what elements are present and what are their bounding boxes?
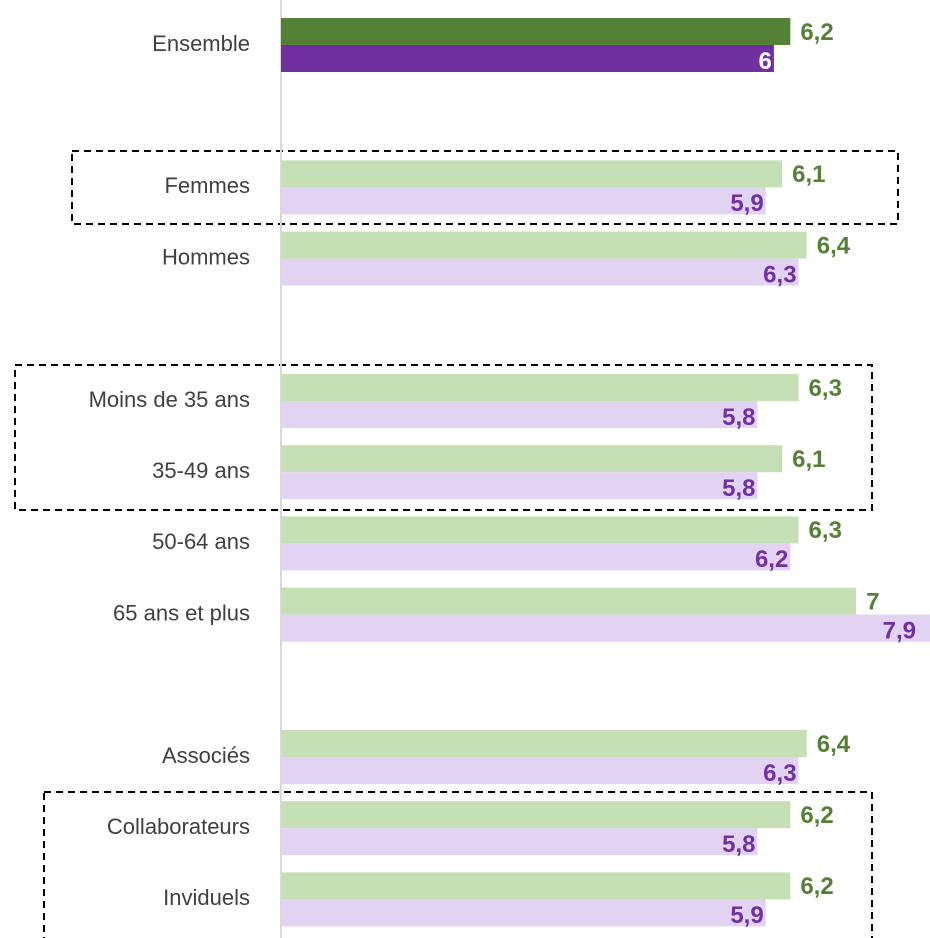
- category-label: Moins de 35 ans: [89, 387, 250, 412]
- bar: [281, 231, 807, 259]
- value-label: 5,9: [730, 190, 763, 217]
- value-label: 6: [759, 48, 772, 75]
- value-label: 6,2: [800, 873, 833, 900]
- value-label: 6,2: [800, 19, 833, 46]
- category-label: 50-64 ans: [152, 529, 250, 554]
- value-label: 6,4: [817, 731, 851, 758]
- value-label: 5,8: [722, 475, 755, 502]
- value-label: 6,1: [792, 446, 825, 473]
- bar: [281, 374, 799, 401]
- value-label: 6,2: [755, 546, 788, 573]
- group-box: [71, 150, 899, 225]
- category-label: Associés: [162, 743, 250, 768]
- category-label: Femmes: [164, 173, 250, 198]
- bar: [281, 187, 766, 215]
- bar: [281, 516, 799, 544]
- bar: [281, 872, 791, 900]
- value-label: 6,1: [792, 161, 825, 188]
- category-label: Inviduels: [163, 885, 250, 910]
- bar: [281, 587, 857, 615]
- value-label: 5,8: [722, 831, 755, 858]
- value-label: 6,3: [763, 760, 796, 787]
- group-box: [43, 791, 873, 938]
- value-label: 6,3: [809, 517, 842, 544]
- value-label: 6,3: [763, 261, 796, 288]
- value-label: 5,8: [722, 404, 755, 431]
- bar: [281, 757, 799, 784]
- bar: [281, 614, 930, 642]
- group-box: [14, 364, 873, 511]
- bar: [281, 445, 783, 473]
- category-label: Collaborateurs: [107, 814, 250, 839]
- bar: [281, 45, 774, 72]
- value-label: 5,9: [730, 902, 763, 929]
- category-label: Hommes: [162, 244, 250, 269]
- value-label: 6,2: [800, 802, 833, 829]
- bar: [281, 730, 807, 757]
- bar: [281, 899, 766, 927]
- value-label: 7,9: [883, 617, 916, 644]
- value-label: 7: [866, 588, 879, 615]
- bar: [281, 18, 791, 45]
- bar: [281, 801, 791, 829]
- category-label: Ensemble: [152, 31, 250, 56]
- bar: [281, 828, 758, 856]
- bar: [281, 258, 799, 286]
- bar: [281, 543, 791, 571]
- bar: [281, 160, 783, 188]
- bar: [281, 472, 758, 500]
- value-label: 6,4: [817, 232, 851, 259]
- value-label: 6,3: [809, 375, 842, 402]
- category-label: 65 ans et plus: [113, 600, 250, 625]
- bar: [281, 401, 758, 428]
- category-label: 35-49 ans: [152, 458, 250, 483]
